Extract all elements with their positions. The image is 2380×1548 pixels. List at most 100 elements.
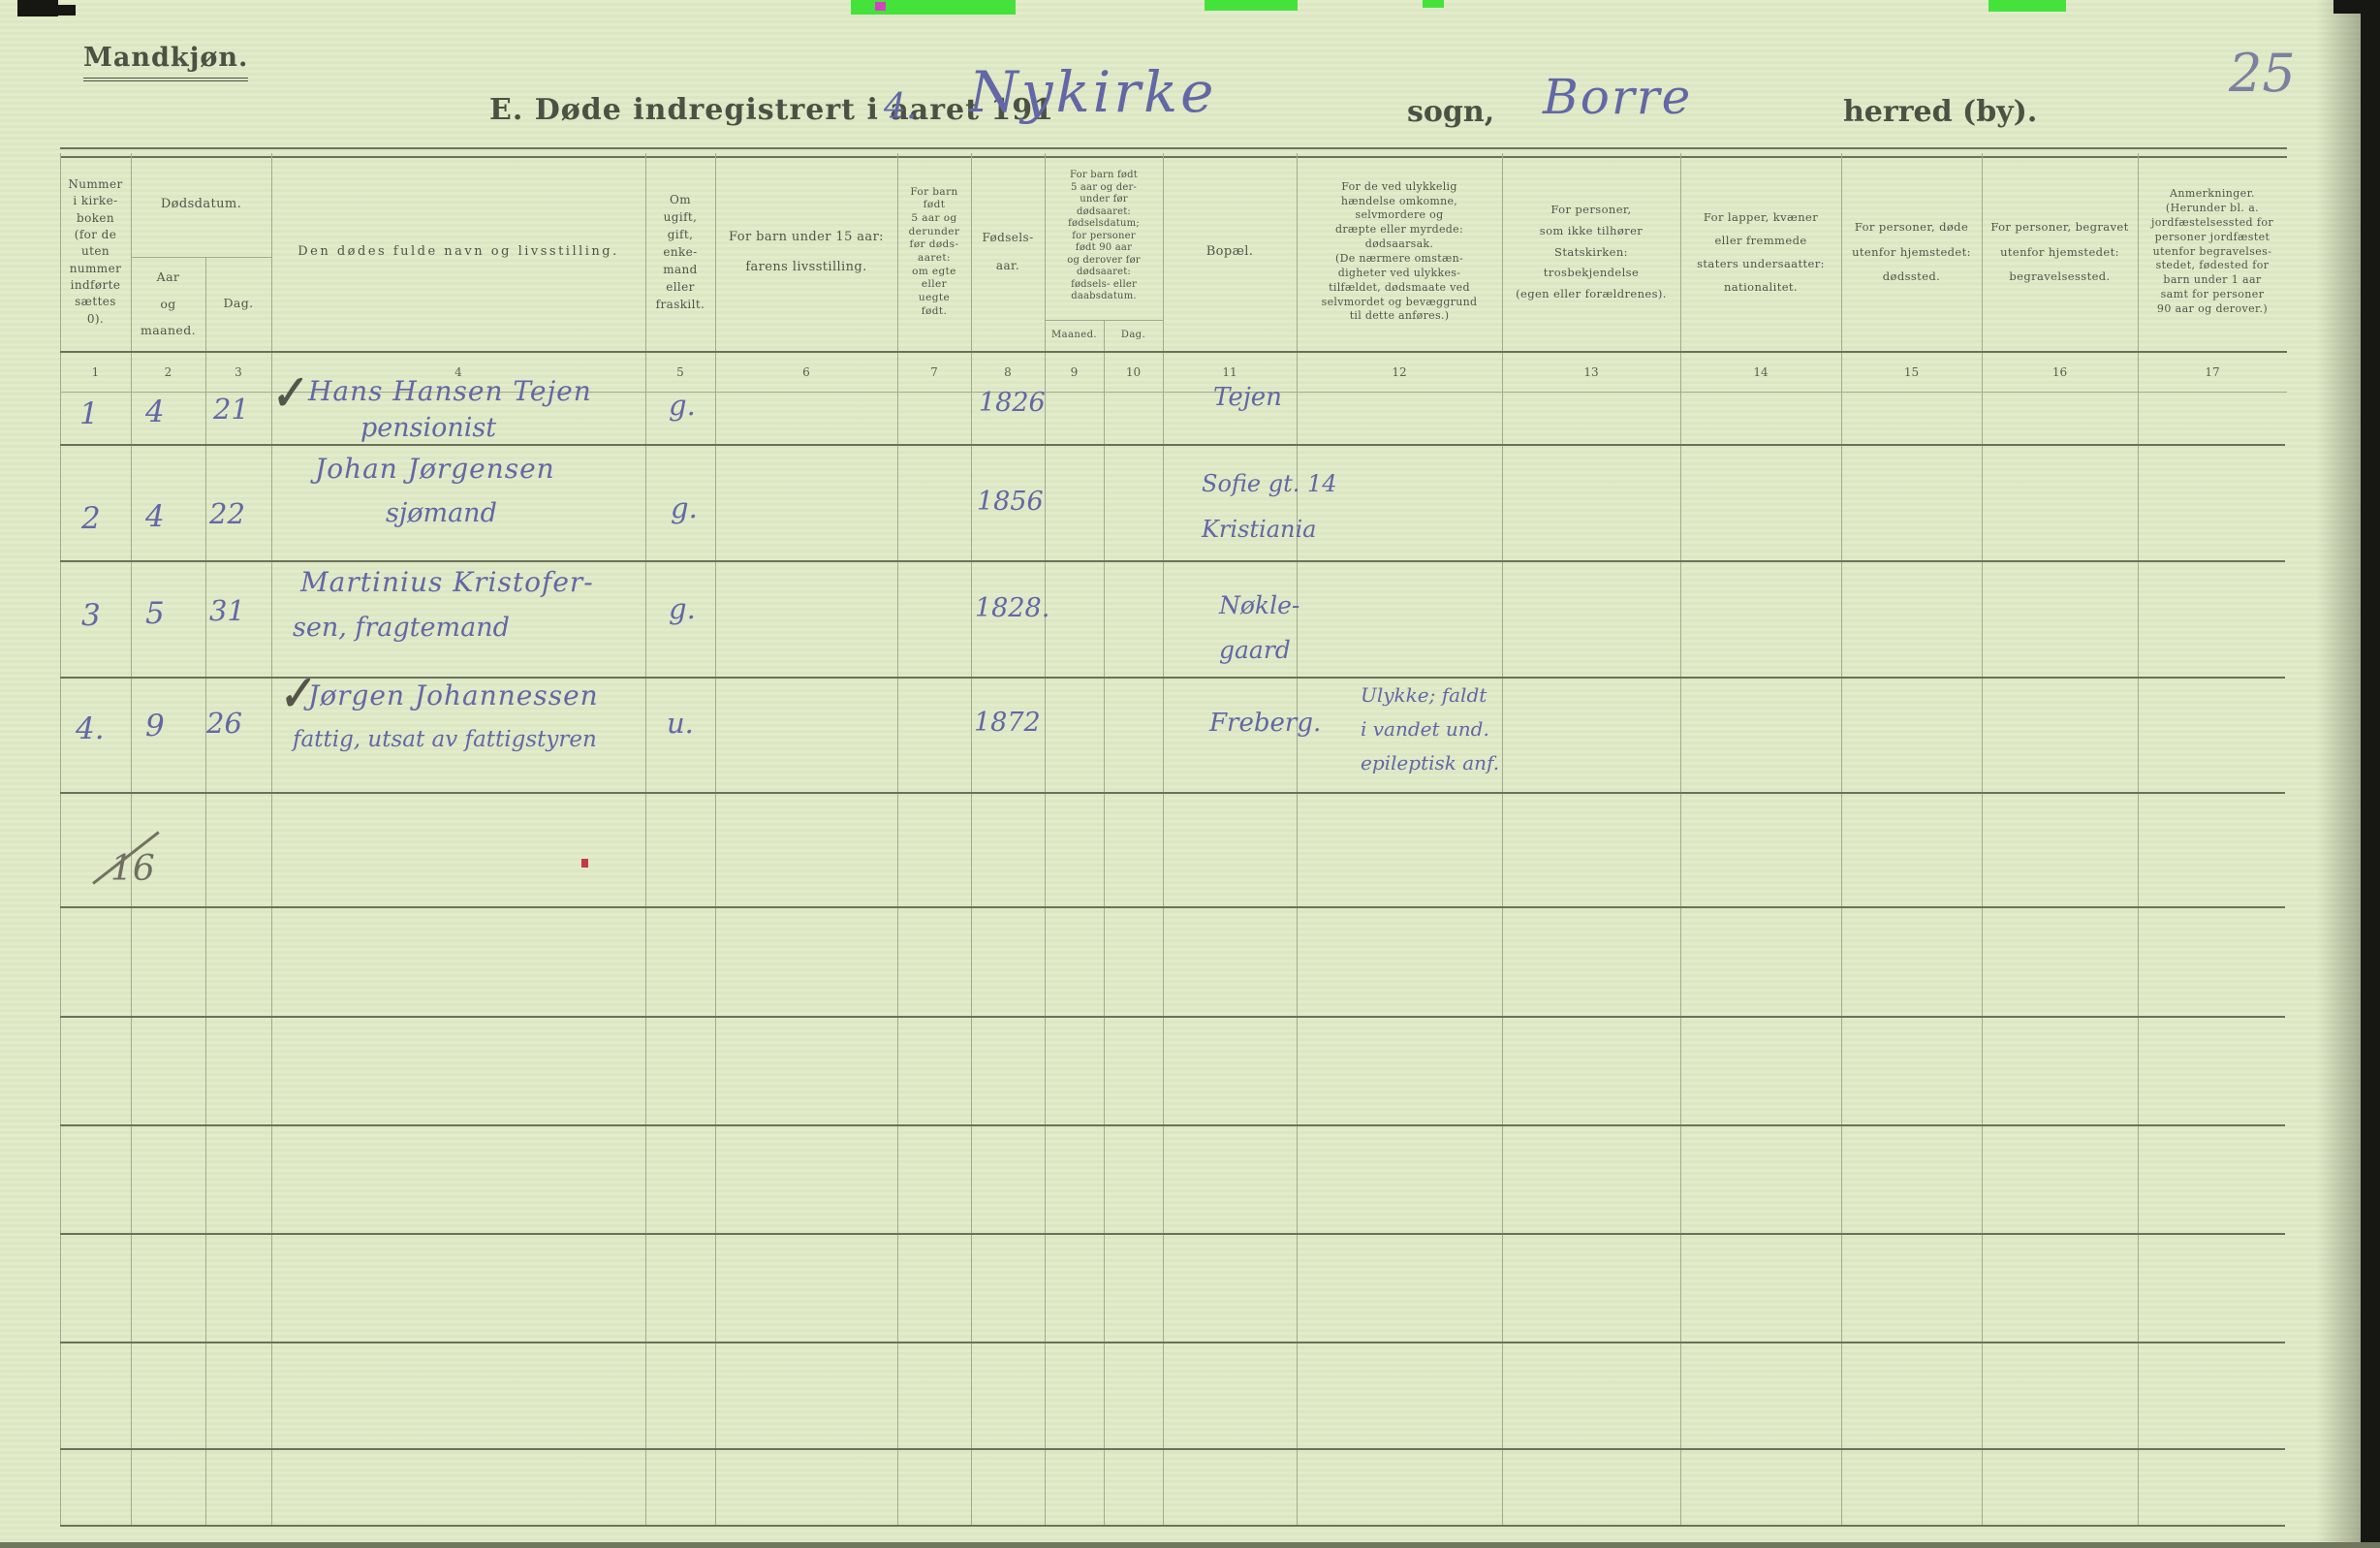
column-number-10: 10 xyxy=(1125,365,1142,379)
column-number-14: 14 xyxy=(1753,365,1769,379)
column-number-3: 3 xyxy=(235,365,242,379)
table-line xyxy=(131,153,132,1527)
record-name: Martinius Kristofer- xyxy=(300,566,594,598)
table-line xyxy=(60,392,2287,393)
row-rule xyxy=(60,444,2285,446)
parish-name-handwritten: Nykirke xyxy=(969,59,1217,125)
record-marital: g. xyxy=(669,592,696,625)
row-rule xyxy=(60,560,2285,562)
record-residence: Nøkle- gaard xyxy=(1219,591,1300,665)
record-name: Jørgen Johannessen xyxy=(308,679,599,711)
column-header-7: For barn født 5 aar og derunder før døds… xyxy=(908,185,960,317)
table-line xyxy=(2138,153,2139,1527)
row-rule xyxy=(60,1016,2285,1018)
column-number-1: 1 xyxy=(91,365,100,379)
table-line xyxy=(897,153,898,1527)
table-line xyxy=(1297,153,1298,1527)
sex-section-label: Mandkjøn. xyxy=(83,43,249,81)
record-marital: u. xyxy=(667,707,694,740)
year-digit-handwritten: 4. xyxy=(884,87,918,127)
column-number-9: 9 xyxy=(1070,365,1079,379)
table-line xyxy=(1163,153,1164,1527)
scan-artifact-black xyxy=(58,5,76,16)
herred-label: herred (by). xyxy=(1843,95,2038,129)
record-residence: Tejen xyxy=(1213,383,1282,412)
table-line xyxy=(971,153,972,1527)
column-number-17: 17 xyxy=(2205,365,2220,379)
form-title-printed: E. Døde indregistrert i aaret 191 xyxy=(489,93,1055,127)
scan-artifact-black xyxy=(2333,0,2380,14)
table-line xyxy=(205,257,206,1527)
column-header-14: For lapper, kvæner eller fremmede stater… xyxy=(1697,209,1825,295)
table-line xyxy=(1502,153,1503,1527)
column-header-4: Den dødes fulde navn og livsstilling. xyxy=(298,243,619,259)
header-bottom-rule xyxy=(60,351,2287,353)
column-header-2: Aar og maaned. xyxy=(141,269,196,338)
table-line xyxy=(1104,320,1105,1527)
table-line xyxy=(645,153,646,1527)
scan-artifact-magenta xyxy=(875,2,886,11)
row-rule xyxy=(60,1448,2285,1450)
record-occupation: sjømand xyxy=(386,498,497,528)
record-month: 9 xyxy=(145,709,165,743)
record-birth-year: 1826 xyxy=(979,388,1046,418)
column-header-11: Bopæl. xyxy=(1206,243,1254,259)
column-header-6: For barn under 15 aar: farens livsstilli… xyxy=(729,229,884,274)
column-header-10: Dag. xyxy=(1120,329,1146,340)
row-rule xyxy=(60,677,2285,679)
column-header-17: Anmerkninger. (Herunder bl. a. jordfæste… xyxy=(2150,187,2274,315)
table-line xyxy=(131,257,271,258)
scan-artifact-red xyxy=(581,859,588,868)
row-rule xyxy=(60,1124,2285,1126)
column-header-dodsdatum-group: Dødsdatum. xyxy=(160,197,242,212)
column-header-1: Nummer i kirke- boken (for de uten numme… xyxy=(68,176,123,326)
record-number: 1 xyxy=(79,396,99,431)
record-number: 3 xyxy=(81,598,101,633)
column-header-birthdate-group: For barn født 5 aar og der- under før dø… xyxy=(1067,170,1141,302)
column-number-11: 11 xyxy=(1222,365,1237,379)
column-number-6: 6 xyxy=(802,365,810,379)
record-cause-of-death: Ulykke; faldt i vandet und. epileptisk a… xyxy=(1361,683,1500,774)
table-line xyxy=(1680,153,1681,1527)
record-birth-year: 1828. xyxy=(975,593,1050,623)
column-number-5: 5 xyxy=(676,365,684,379)
record-residence: Sofie gt. 14 Kristiania xyxy=(1202,470,1337,543)
scan-artifact-green xyxy=(1205,0,1298,11)
column-number-16: 16 xyxy=(2051,365,2068,379)
column-header-8: Fødsels- aar. xyxy=(982,231,1034,273)
scan-artifact-green xyxy=(1989,0,2066,12)
record-birth-year: 1856 xyxy=(977,487,1044,517)
column-header-13: For personer, som ikke tilhører Statskir… xyxy=(1516,202,1667,301)
column-number-13: 13 xyxy=(1583,365,1599,379)
record-name: Johan Jørgensen xyxy=(315,453,555,485)
row-rule xyxy=(60,1233,2285,1235)
record-occupation: pensionist xyxy=(360,413,497,443)
table-line xyxy=(1045,320,1163,321)
record-residence: Freberg. xyxy=(1209,709,1322,738)
record-day: 31 xyxy=(209,594,245,627)
scan-bottom-edge xyxy=(0,1542,2380,1548)
record-marital: g. xyxy=(671,491,698,524)
column-number-12: 12 xyxy=(1392,365,1407,379)
record-month: 4 xyxy=(145,395,165,429)
column-number-4: 4 xyxy=(454,365,462,379)
table-line xyxy=(60,153,61,1527)
record-marital: g. xyxy=(669,389,696,422)
row-rule xyxy=(60,1342,2285,1343)
scan-artifact-green xyxy=(1423,0,1444,8)
row-rule xyxy=(60,906,2285,908)
column-header-15: For personer, døde utenfor hjemstedet: d… xyxy=(1852,220,1971,283)
table-line xyxy=(271,153,272,1527)
record-day: 22 xyxy=(209,497,245,530)
scan-edge-black xyxy=(2361,0,2380,1548)
column-number-15: 15 xyxy=(1903,365,1920,379)
record-month: 5 xyxy=(145,596,165,631)
table-line xyxy=(715,153,716,1527)
column-number-2: 2 xyxy=(164,365,172,379)
record-number: 2 xyxy=(81,501,101,536)
table-line xyxy=(1841,153,1842,1527)
record-birth-year: 1872 xyxy=(974,708,1041,738)
column-header-3: Dag. xyxy=(223,296,254,311)
folio-number-handwritten: 25 xyxy=(2229,43,2296,104)
